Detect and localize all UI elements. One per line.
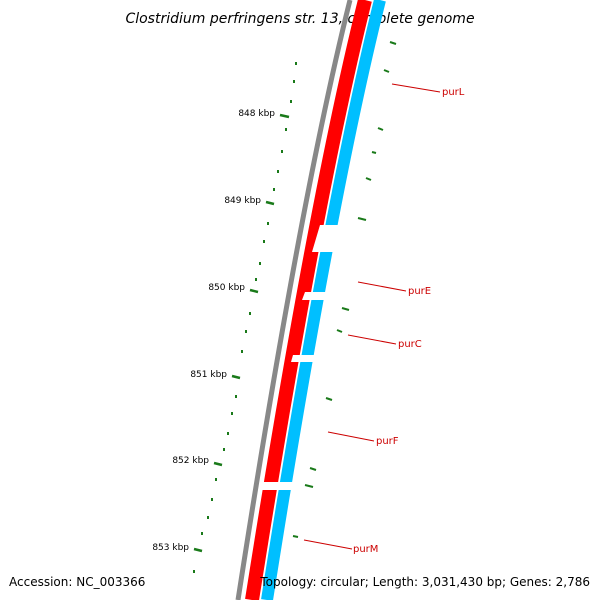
tick-label: 851 kbp	[190, 370, 227, 380]
gene-label: purF	[376, 436, 399, 447]
tick-label: 849 kbp	[224, 196, 261, 206]
tick-label: 852 kbp	[172, 456, 209, 466]
gene-leader-lines	[303, 83, 441, 550]
tick-label: 853 kbp	[152, 543, 189, 553]
map-title: Clostridium perfringens str. 13, complet…	[125, 11, 474, 27]
gene-boundaries	[260, 225, 365, 490]
genome-backbone	[235, 0, 353, 600]
forward-strand-track	[245, 0, 372, 600]
scale-tick-marks	[193, 113, 290, 553]
accession-text: Accession: NC_003366	[9, 575, 145, 589]
topology-text: Topology: circular; Length: 3,031,430 bp…	[259, 575, 590, 589]
gene-label: purM	[353, 544, 378, 555]
gene-labels: purL purE purC purF purM	[353, 87, 465, 555]
tick-label: 850 kbp	[208, 283, 245, 293]
gc-plot	[193, 41, 397, 573]
gene-label: purL	[442, 87, 465, 98]
tick-label: 848 kbp	[238, 109, 275, 119]
gene-label: purE	[408, 286, 431, 297]
scale-labels: 848 kbp 849 kbp 850 kbp 851 kbp 852 kbp …	[152, 109, 275, 553]
gene-label: purC	[398, 339, 422, 350]
